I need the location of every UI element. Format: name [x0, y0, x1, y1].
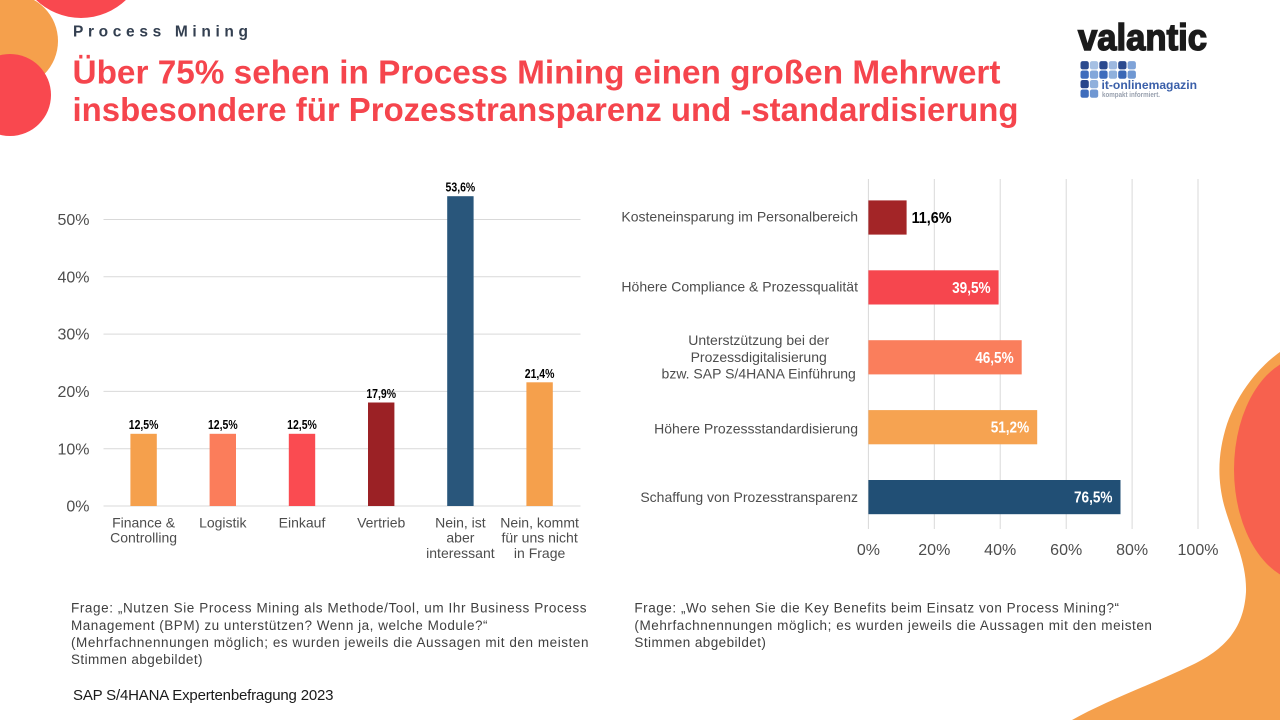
- svg-text:Höhere Compliance & Prozessqua: Höhere Compliance & Prozessqualität: [621, 278, 858, 294]
- svg-text:bzw. SAP S/4HANA Einführung: bzw. SAP S/4HANA Einführung: [662, 366, 856, 382]
- svg-text:für uns nicht: für uns nicht: [501, 530, 577, 546]
- svg-text:(Mehrfachnennungen möglich; es: (Mehrfachnennungen möglich; es wurden je…: [71, 635, 589, 650]
- svg-text:40%: 40%: [57, 269, 89, 286]
- svg-text:Höhere Prozessstandardisierung: Höhere Prozessstandardisierung: [654, 421, 858, 437]
- svg-text:Kosteneinsparung im Personalbe: Kosteneinsparung im Personalbereich: [621, 209, 858, 225]
- svg-text:Vertrieb: Vertrieb: [357, 514, 405, 530]
- svg-text:0%: 0%: [857, 542, 880, 559]
- svg-text:Stimmen abgebildet): Stimmen abgebildet): [71, 652, 203, 667]
- svg-text:valantic: valantic: [1078, 17, 1207, 58]
- svg-text:51,2%: 51,2%: [991, 420, 1030, 437]
- svg-text:46,5%: 46,5%: [975, 350, 1014, 367]
- svg-text:30%: 30%: [57, 327, 89, 344]
- svg-text:interessant: interessant: [426, 545, 495, 561]
- svg-text:(Mehrfachnennungen möglich; es: (Mehrfachnennungen möglich; es wurden je…: [634, 618, 1152, 633]
- svg-text:100%: 100%: [1178, 542, 1219, 559]
- svg-text:0%: 0%: [66, 499, 89, 516]
- svg-text:12,5%: 12,5%: [208, 418, 238, 432]
- svg-text:Schaffung von Prozesstranspare: Schaffung von Prozesstransparenz: [640, 489, 858, 505]
- svg-text:53,6%: 53,6%: [446, 181, 476, 195]
- svg-text:Prozessdigitalisierung: Prozessdigitalisierung: [691, 349, 827, 365]
- svg-text:in Frage: in Frage: [514, 545, 566, 561]
- svg-text:it-onlinemagazin: it-onlinemagazin: [1102, 80, 1198, 92]
- svg-text:80%: 80%: [1116, 542, 1148, 559]
- svg-text:Nein, kommt: Nein, kommt: [500, 514, 579, 530]
- svg-text:insbesondere für Prozesstransp: insbesondere für Prozesstransparenz und …: [73, 92, 1019, 129]
- svg-text:11,6%: 11,6%: [912, 210, 952, 227]
- svg-text:76,5%: 76,5%: [1074, 490, 1113, 507]
- svg-text:12,5%: 12,5%: [129, 418, 159, 432]
- svg-text:Frage: „Nutzen Sie Process Min: Frage: „Nutzen Sie Process Mining als Me…: [71, 601, 587, 616]
- svg-text:Einkauf: Einkauf: [279, 514, 326, 530]
- svg-text:40%: 40%: [984, 542, 1016, 559]
- svg-text:Frage: „Wo sehen Sie die Key B: Frage: „Wo sehen Sie die Key Benefits be…: [634, 601, 1119, 616]
- svg-text:kompakt informiert.: kompakt informiert.: [1102, 90, 1160, 99]
- svg-text:Über 75% sehen in Process Mini: Über 75% sehen in Process Mining einen g…: [73, 55, 1001, 92]
- svg-text:aber: aber: [446, 530, 474, 546]
- svg-text:21,4%: 21,4%: [525, 367, 555, 381]
- svg-text:Process Mining: Process Mining: [73, 24, 248, 41]
- svg-text:Logistik: Logistik: [199, 514, 247, 530]
- svg-text:Stimmen abgebildet): Stimmen abgebildet): [634, 635, 766, 650]
- svg-text:SAP S/4HANA Expertenbefragung: SAP S/4HANA Expertenbefragung 2023: [73, 687, 334, 704]
- svg-text:17,9%: 17,9%: [366, 387, 396, 401]
- svg-text:10%: 10%: [57, 441, 89, 458]
- svg-text:20%: 20%: [57, 384, 89, 401]
- svg-text:Unterstzützung bei der: Unterstzützung bei der: [688, 332, 829, 348]
- svg-text:12,5%: 12,5%: [287, 418, 317, 432]
- svg-text:50%: 50%: [57, 212, 89, 229]
- svg-text:20%: 20%: [918, 542, 950, 559]
- svg-text:60%: 60%: [1050, 542, 1082, 559]
- svg-text:Finance &: Finance &: [112, 514, 176, 530]
- svg-text:39,5%: 39,5%: [952, 280, 991, 297]
- svg-text:Controlling: Controlling: [110, 530, 177, 546]
- svg-text:Nein, ist: Nein, ist: [435, 514, 486, 530]
- svg-text:Management (BPM) zu unterstütz: Management (BPM) zu unterstützen? Wenn j…: [71, 618, 488, 633]
